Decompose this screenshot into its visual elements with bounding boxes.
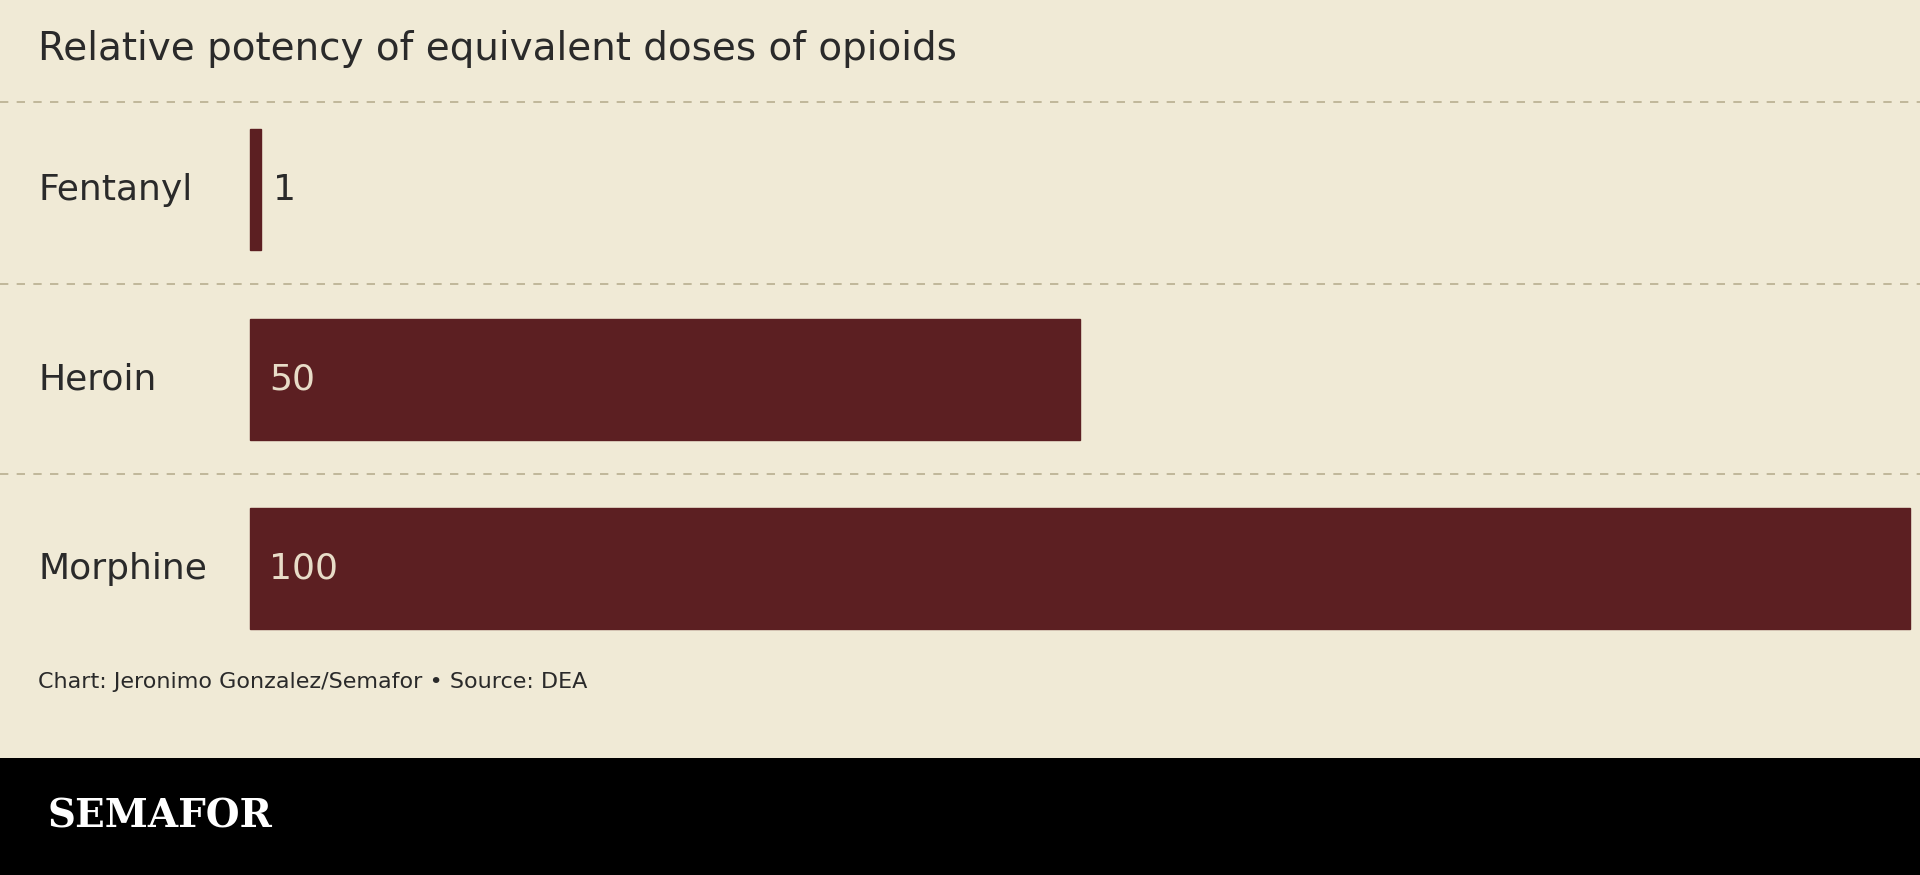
- Text: Morphine: Morphine: [38, 552, 207, 585]
- Text: Relative potency of equivalent doses of opioids: Relative potency of equivalent doses of …: [38, 31, 958, 68]
- Text: 50: 50: [269, 362, 315, 396]
- FancyBboxPatch shape: [250, 318, 1079, 440]
- Text: Heroin: Heroin: [38, 362, 157, 396]
- Text: SEMAFOR: SEMAFOR: [48, 798, 273, 836]
- FancyBboxPatch shape: [250, 129, 261, 250]
- Text: Fentanyl: Fentanyl: [38, 172, 192, 206]
- Text: 100: 100: [269, 552, 338, 585]
- Text: Chart: Jeronimo Gonzalez/Semafor • Source: DEA: Chart: Jeronimo Gonzalez/Semafor • Sourc…: [38, 673, 588, 692]
- Text: 1: 1: [273, 172, 296, 206]
- FancyBboxPatch shape: [250, 508, 1910, 629]
